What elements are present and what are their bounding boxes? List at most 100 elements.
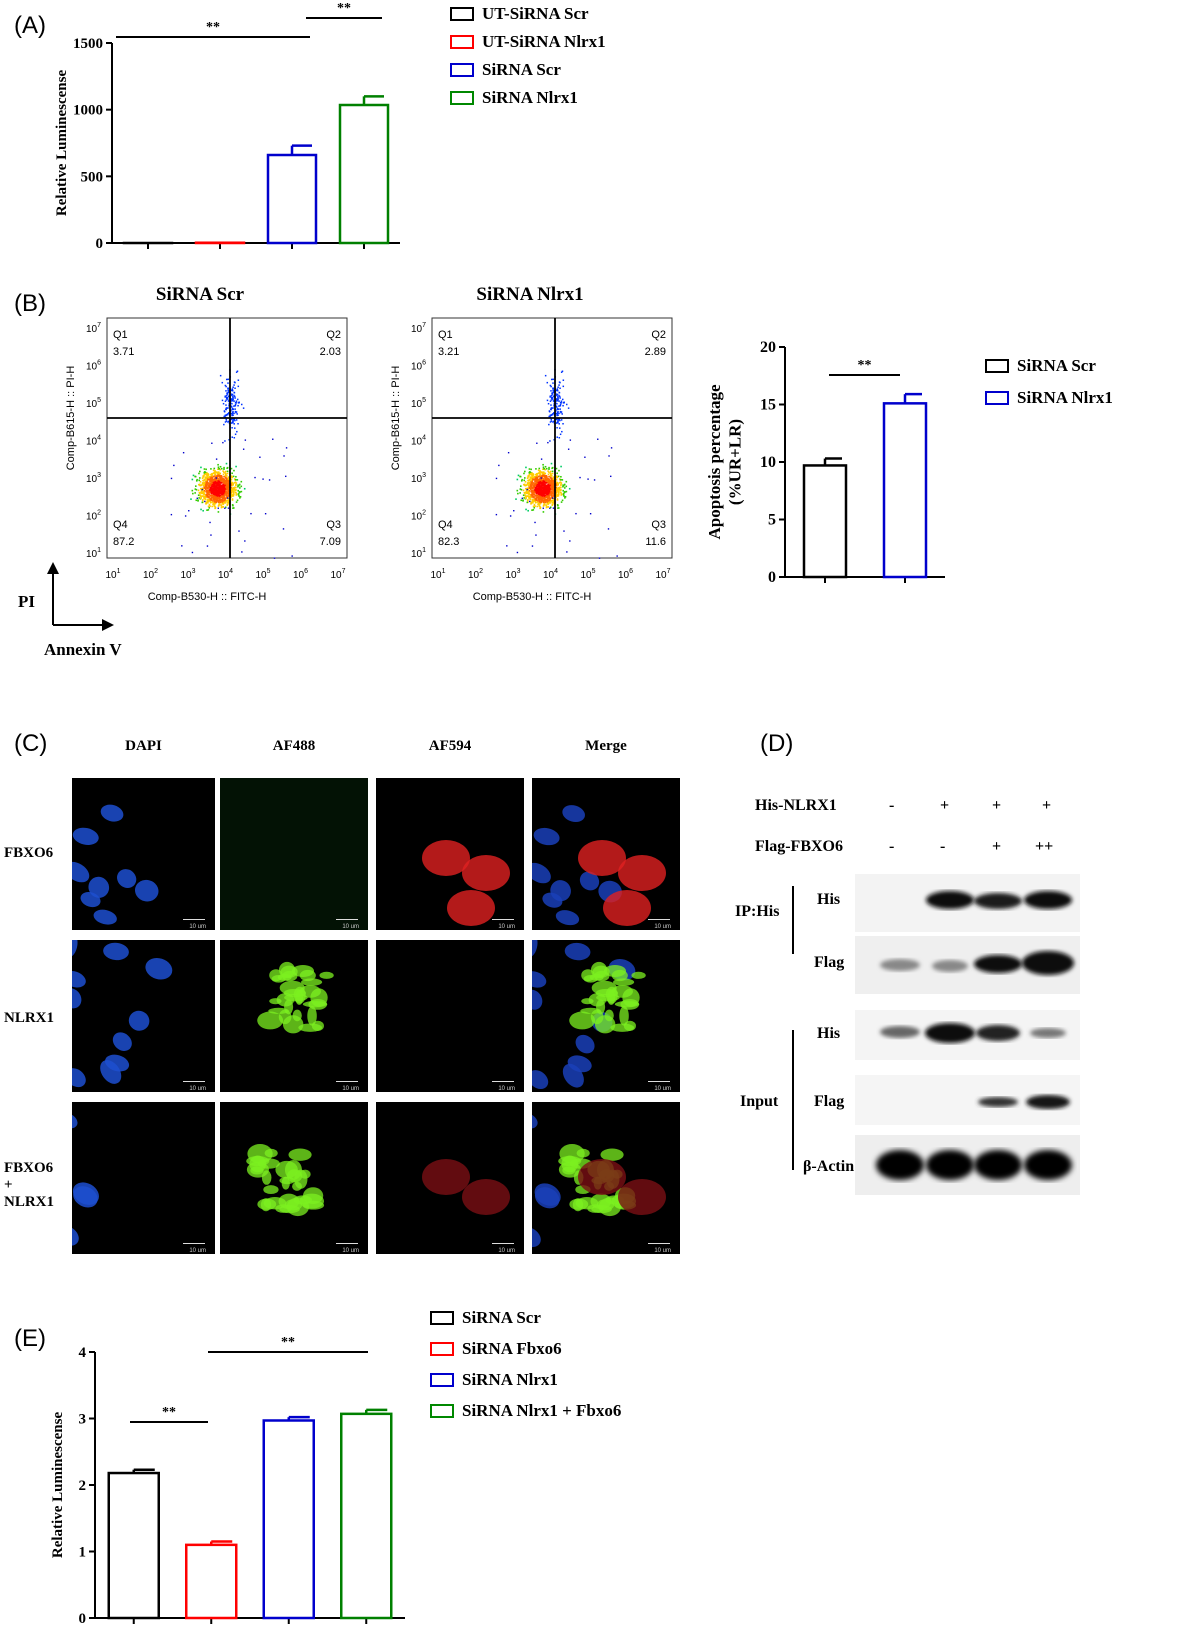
scale-bar-label: 10 um bbox=[498, 1086, 515, 1092]
band bbox=[926, 891, 974, 909]
event-dot bbox=[203, 489, 206, 492]
event-dot bbox=[542, 494, 544, 497]
event-dot bbox=[544, 494, 546, 497]
row-head-nlrx1: NLRX1 bbox=[4, 1010, 55, 1026]
event-dot bbox=[224, 502, 226, 504]
event-dot bbox=[182, 451, 185, 454]
event-dot bbox=[528, 497, 531, 499]
event-dot bbox=[215, 501, 218, 504]
y-tick-label: 500 bbox=[81, 169, 104, 185]
flow-frame bbox=[106, 317, 348, 559]
event-dot bbox=[236, 499, 239, 502]
event-dot bbox=[553, 400, 555, 403]
event-dot bbox=[551, 484, 554, 487]
event-dot bbox=[219, 479, 221, 482]
event-dot bbox=[216, 477, 219, 480]
event-dot bbox=[205, 472, 207, 475]
event-dot bbox=[525, 495, 528, 498]
event-dot bbox=[542, 507, 544, 509]
event-dot bbox=[542, 496, 544, 498]
band bbox=[1022, 951, 1074, 975]
event-dot bbox=[224, 489, 226, 491]
event-dot bbox=[552, 378, 554, 381]
event-dot bbox=[220, 496, 222, 498]
event-dot bbox=[212, 488, 215, 491]
event-dot bbox=[537, 503, 539, 505]
event-dot bbox=[550, 492, 553, 495]
nucleus bbox=[128, 1010, 150, 1031]
cond-0-0: - bbox=[889, 797, 895, 814]
event-dot bbox=[542, 501, 545, 503]
event-dot bbox=[530, 501, 532, 504]
event-dot bbox=[213, 491, 215, 494]
micro-image bbox=[532, 940, 646, 1090]
col-head-af594: AF594 bbox=[428, 738, 472, 754]
nucleus bbox=[100, 1060, 122, 1084]
event-dot bbox=[534, 501, 537, 504]
event-dot bbox=[213, 497, 215, 500]
micro-tile-af594-row2: 10 um bbox=[376, 1102, 524, 1254]
event-dot bbox=[535, 494, 538, 496]
significance-label: ** bbox=[858, 358, 872, 373]
event-dot bbox=[220, 474, 223, 477]
event-dot bbox=[551, 467, 553, 470]
event-dot bbox=[215, 493, 218, 496]
event-dot bbox=[222, 501, 225, 504]
event-dot bbox=[556, 483, 558, 485]
event-dot bbox=[214, 502, 217, 505]
event-dot bbox=[546, 475, 548, 478]
event-dot bbox=[204, 471, 207, 474]
y-axis-label-line: Apoptosis percentage bbox=[705, 384, 724, 539]
event-dot bbox=[539, 488, 542, 490]
micro-tile-af488-row0: 10 um bbox=[220, 778, 368, 930]
event-dot bbox=[268, 479, 271, 481]
event-dot bbox=[285, 447, 288, 449]
exponent: 1 bbox=[117, 568, 121, 575]
event-dot bbox=[233, 478, 236, 480]
event-dot bbox=[237, 385, 240, 388]
event-dot bbox=[552, 407, 554, 409]
event-dot bbox=[225, 420, 228, 422]
event-dot bbox=[203, 495, 205, 498]
event-dot bbox=[227, 387, 230, 390]
event-dot bbox=[209, 505, 211, 508]
event-dot bbox=[207, 502, 209, 504]
event-dot bbox=[228, 389, 230, 392]
event-dot bbox=[227, 479, 230, 482]
legend-b-item-0: SiRNA Scr bbox=[985, 350, 1113, 382]
event-dot bbox=[532, 490, 535, 492]
event-dot bbox=[224, 497, 227, 500]
event-dot bbox=[540, 495, 543, 497]
flow-title-nlrx1: SiRNA Nlrx1 bbox=[476, 284, 584, 305]
event-dot bbox=[208, 493, 210, 496]
event-dot bbox=[207, 492, 209, 495]
event-dot bbox=[204, 488, 207, 490]
scale-bar bbox=[183, 1081, 205, 1082]
event-dot bbox=[531, 498, 534, 501]
event-dot bbox=[534, 498, 537, 501]
event-dot bbox=[216, 500, 219, 502]
bar bbox=[185, 1543, 238, 1620]
event-dot bbox=[562, 489, 565, 492]
event-dot bbox=[560, 484, 562, 487]
event-dot bbox=[547, 506, 549, 508]
event-dot bbox=[206, 499, 209, 502]
band bbox=[876, 1150, 924, 1180]
event-dot bbox=[558, 486, 561, 489]
event-dot bbox=[547, 470, 549, 472]
event-dot bbox=[552, 500, 555, 502]
significance-label: ** bbox=[162, 1405, 176, 1420]
event-dot bbox=[539, 495, 541, 498]
event-dot bbox=[219, 488, 221, 490]
event-dot bbox=[542, 511, 545, 513]
event-dot bbox=[532, 496, 534, 498]
event-dot bbox=[537, 492, 540, 495]
cond-1-3: ++ bbox=[1035, 838, 1054, 855]
event-dot bbox=[557, 475, 560, 478]
event-dot bbox=[234, 381, 236, 384]
event-dot bbox=[546, 381, 549, 384]
event-dot bbox=[551, 496, 554, 498]
event-dot bbox=[181, 545, 183, 547]
event-dot bbox=[545, 506, 548, 509]
green-signal bbox=[569, 1198, 589, 1210]
